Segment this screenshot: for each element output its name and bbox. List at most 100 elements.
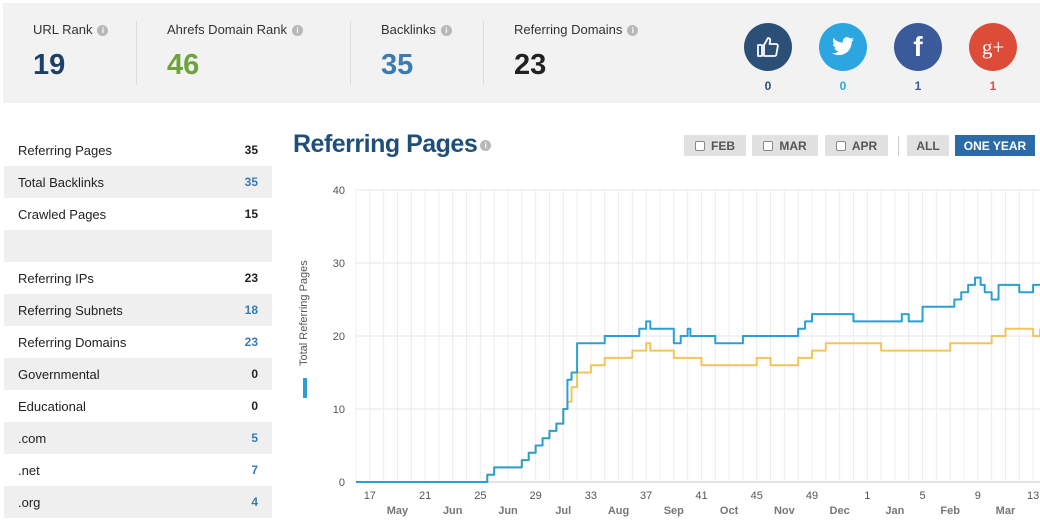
metric-value[interactable]: 7 xyxy=(251,463,258,477)
facebook-icon[interactable]: f xyxy=(894,23,942,71)
x-tick-label: 21 xyxy=(419,490,431,502)
stat-value: 46 xyxy=(167,49,200,81)
info-icon[interactable]: i xyxy=(440,25,452,37)
divider xyxy=(483,21,484,85)
chart-title: Referring Pages i xyxy=(293,130,492,159)
info-icon[interactable]: i xyxy=(97,25,109,37)
stat-value: 19 xyxy=(33,49,66,81)
x-tick-label: 9 xyxy=(975,490,981,502)
metric-row-org: .org 4 xyxy=(4,486,272,518)
y-axis-label: Total Referring Pages xyxy=(298,260,310,366)
x-tick-label: 25 xyxy=(474,490,486,502)
social-twitter[interactable]: 0 xyxy=(819,23,867,93)
metric-value[interactable]: 18 xyxy=(244,303,258,317)
x-tick-label: 1 xyxy=(864,490,870,502)
x-month-label: Jan xyxy=(885,505,904,517)
chart-title-text: Referring Pages xyxy=(293,130,478,158)
metric-row-referring-ips: Referring IPs 23 xyxy=(4,262,272,294)
metric-row-crawled-pages: Crawled Pages 15 xyxy=(4,198,272,230)
x-tick-label: 37 xyxy=(640,490,652,502)
metric-label: Referring IPs xyxy=(18,270,94,286)
x-tick-label: 5 xyxy=(919,490,925,502)
divider xyxy=(136,21,137,85)
x-month-label: Mar xyxy=(996,505,1016,517)
info-icon[interactable]: i xyxy=(480,139,492,151)
metric-label: .net xyxy=(18,462,40,478)
metric-label: Total Backlinks xyxy=(18,174,104,190)
facebook-count: 1 xyxy=(914,79,922,93)
y-tick-label: 40 xyxy=(333,185,345,197)
checkbox-icon[interactable] xyxy=(695,140,705,151)
twitter-icon[interactable] xyxy=(819,23,867,71)
x-month-label: May xyxy=(387,505,409,517)
stat-label: Backlinks xyxy=(381,22,436,37)
metric-row-com: .com 5 xyxy=(4,422,272,454)
x-tick-label: 49 xyxy=(806,490,818,502)
x-month-label: Feb xyxy=(940,505,960,517)
metric-value: 0 xyxy=(251,367,258,381)
filter-all[interactable]: ALL xyxy=(907,135,949,156)
legend-marker xyxy=(303,378,307,398)
checkbox-icon[interactable] xyxy=(835,140,846,151)
metric-row-educational: Educational 0 xyxy=(4,390,272,422)
google-plus-glyph: g+ xyxy=(981,34,1005,59)
metric-row-governmental: Governmental 0 xyxy=(4,358,272,390)
social-facebook[interactable]: f 1 xyxy=(894,23,942,93)
x-month-label: Sep xyxy=(664,505,684,517)
referring-pages-chart: 0 10 20 30 40 17 21 25 29 33 37 41 45 49 1 5 9 13 May Jun J… xyxy=(298,185,1040,517)
stats-bar: URL Rank i 19 Ahrefs Domain Rank i 46 Back… xyxy=(3,3,1040,103)
x-tick-label: 29 xyxy=(530,490,542,502)
metric-label: Crawled Pages xyxy=(18,206,107,222)
x-month-label: Jul xyxy=(555,505,571,517)
chart-series xyxy=(356,276,1040,483)
social-google-plus[interactable]: g+ 1 xyxy=(969,23,1017,93)
metric-row-spacer xyxy=(4,230,272,262)
twitter-count: 0 xyxy=(839,79,847,93)
y-tick-label: 20 xyxy=(333,331,345,343)
x-tick-label: 13 xyxy=(1027,490,1039,502)
google-plus-count: 1 xyxy=(989,79,997,93)
filter-feb[interactable]: FEB xyxy=(684,135,746,156)
x-month-label: Dec xyxy=(830,505,850,517)
checkbox-icon[interactable] xyxy=(763,140,774,151)
filter-label: ALL xyxy=(916,138,940,153)
stat-label: Referring Domains xyxy=(514,22,623,37)
x-tick-label: 41 xyxy=(695,490,707,502)
metric-label: .org xyxy=(18,494,41,510)
metric-row-referring-pages: Referring Pages 35 xyxy=(4,134,272,166)
metric-value[interactable]: 15 xyxy=(244,207,258,221)
filter-apr[interactable]: APR xyxy=(825,135,888,156)
filter-label: ONE YEAR xyxy=(963,138,1027,153)
google-plus-icon[interactable]: g+ xyxy=(969,23,1017,71)
x-tick-label: 45 xyxy=(751,490,763,502)
metric-value[interactable]: 23 xyxy=(244,271,258,285)
divider xyxy=(350,21,351,85)
stat-value: 35 xyxy=(381,49,414,81)
metric-value[interactable]: 35 xyxy=(244,175,258,189)
stat-value: 23 xyxy=(514,49,547,81)
filter-mar[interactable]: MAR xyxy=(752,135,818,156)
x-month-label: Jun xyxy=(498,505,518,517)
y-axis-ticks: 0 10 20 30 40 xyxy=(333,185,345,489)
metric-value[interactable]: 4 xyxy=(251,495,258,509)
x-axis-labels: 17 21 25 29 33 37 41 45 49 1 5 9 13 May Jun Jun Jul Aug Se… xyxy=(364,490,1040,517)
y-tick-label: 30 xyxy=(333,258,345,270)
metric-value[interactable]: 23 xyxy=(244,335,258,349)
metric-label: .com xyxy=(18,430,47,446)
x-tick-label: 17 xyxy=(364,490,376,502)
likes-count: 0 xyxy=(764,79,772,93)
metric-label: Governmental xyxy=(18,366,100,382)
x-tick-label: 33 xyxy=(585,490,597,502)
metric-row-referring-subnets: Referring Subnets 18 xyxy=(4,294,272,326)
metric-value[interactable]: 5 xyxy=(251,431,258,445)
social-likes[interactable]: 0 xyxy=(744,23,792,93)
metric-value[interactable]: 35 xyxy=(244,143,258,157)
filter-label: MAR xyxy=(779,138,807,153)
filter-one-year[interactable]: ONE YEAR xyxy=(955,135,1035,156)
y-axis-title: Total Referring Pages xyxy=(298,260,310,366)
info-icon[interactable]: i xyxy=(627,25,639,37)
info-icon[interactable]: i xyxy=(291,25,303,37)
thumbs-up-icon[interactable] xyxy=(744,23,792,71)
metric-label: Educational xyxy=(18,398,86,414)
facebook-glyph: f xyxy=(913,31,923,62)
